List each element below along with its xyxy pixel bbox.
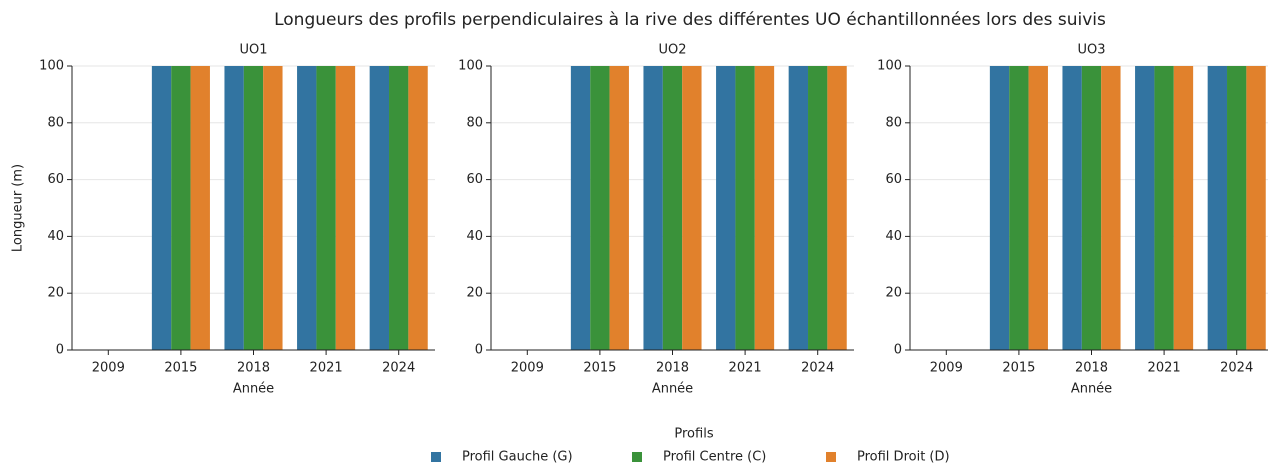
bar — [151, 66, 172, 350]
subplot-title: UO2 — [658, 43, 686, 58]
bar — [1101, 66, 1121, 350]
y-tick-label: 20 — [47, 286, 64, 301]
bar — [643, 66, 663, 350]
bar — [389, 66, 409, 350]
bar — [570, 66, 591, 350]
bar — [190, 66, 210, 350]
y-tick-label: 100 — [877, 59, 902, 74]
y-tick-label: 40 — [47, 229, 64, 244]
x-tick-label: 2018 — [1075, 361, 1108, 376]
bar — [1009, 66, 1029, 350]
legend-swatch — [826, 452, 836, 462]
bar — [263, 66, 283, 350]
x-tick-label: 2015 — [1002, 361, 1035, 376]
x-axis-label: Année — [652, 382, 693, 397]
legend-label: Profil Centre (C) — [663, 450, 766, 465]
bar — [1246, 66, 1266, 350]
y-tick-label: 60 — [885, 172, 902, 187]
y-tick-label: 0 — [56, 343, 64, 358]
y-tick-label: 40 — [466, 229, 483, 244]
bar — [1028, 66, 1048, 350]
bar — [224, 66, 244, 350]
bar — [1173, 66, 1194, 350]
x-tick-label: 2018 — [656, 361, 689, 376]
y-tick-label: 80 — [885, 115, 902, 130]
bar — [788, 66, 809, 350]
legend-title: Profils — [674, 427, 713, 442]
x-tick-label: 2021 — [310, 361, 343, 376]
bar — [369, 66, 390, 350]
y-tick-label: 60 — [466, 172, 483, 187]
bar — [1154, 66, 1174, 350]
legend-swatch — [632, 452, 642, 462]
x-tick-label: 2009 — [511, 361, 544, 376]
bar — [989, 66, 1010, 350]
x-tick-label: 2024 — [382, 361, 415, 376]
y-tick-label: 100 — [39, 59, 64, 74]
bar — [408, 66, 428, 350]
bar — [1135, 66, 1155, 350]
y-axis-label: Longueur (m) — [11, 164, 26, 252]
bar — [243, 66, 264, 350]
x-tick-label: 2009 — [930, 361, 963, 376]
bar — [827, 66, 847, 350]
y-tick-label: 100 — [458, 59, 483, 74]
x-tick-label: 2009 — [92, 361, 125, 376]
bar — [316, 66, 336, 350]
bar — [335, 66, 356, 350]
x-axis-label: Année — [1071, 382, 1112, 397]
bar — [171, 66, 191, 350]
subplot-title: UO1 — [239, 43, 267, 58]
legend-swatch — [431, 452, 441, 462]
bar — [609, 66, 629, 350]
bar — [662, 66, 683, 350]
legend-label: Profil Droit (D) — [857, 450, 950, 465]
y-tick-label: 60 — [47, 172, 64, 187]
bar — [808, 66, 828, 350]
y-tick-label: 20 — [885, 286, 902, 301]
subplot-title: UO3 — [1077, 43, 1105, 58]
y-tick-label: 80 — [466, 115, 483, 130]
figure-title: Longueurs des profils perpendiculaires à… — [274, 10, 1106, 30]
y-tick-label: 0 — [894, 343, 902, 358]
x-tick-label: 2015 — [164, 361, 197, 376]
x-tick-label: 2015 — [583, 361, 616, 376]
x-tick-label: 2024 — [801, 361, 834, 376]
bar — [1207, 66, 1228, 350]
bar — [716, 66, 736, 350]
y-tick-label: 0 — [475, 343, 483, 358]
bar — [590, 66, 610, 350]
bar — [682, 66, 702, 350]
y-tick-label: 80 — [47, 115, 64, 130]
bar — [1062, 66, 1082, 350]
bar — [754, 66, 775, 350]
x-tick-label: 2024 — [1220, 361, 1253, 376]
bar — [1081, 66, 1102, 350]
x-tick-label: 2021 — [1148, 361, 1181, 376]
x-tick-label: 2018 — [237, 361, 270, 376]
y-tick-label: 20 — [466, 286, 483, 301]
x-tick-label: 2021 — [729, 361, 762, 376]
y-tick-label: 40 — [885, 229, 902, 244]
bar — [1227, 66, 1247, 350]
legend-label: Profil Gauche (G) — [462, 450, 573, 465]
x-axis-label: Année — [233, 382, 274, 397]
bar — [297, 66, 317, 350]
bar — [735, 66, 755, 350]
